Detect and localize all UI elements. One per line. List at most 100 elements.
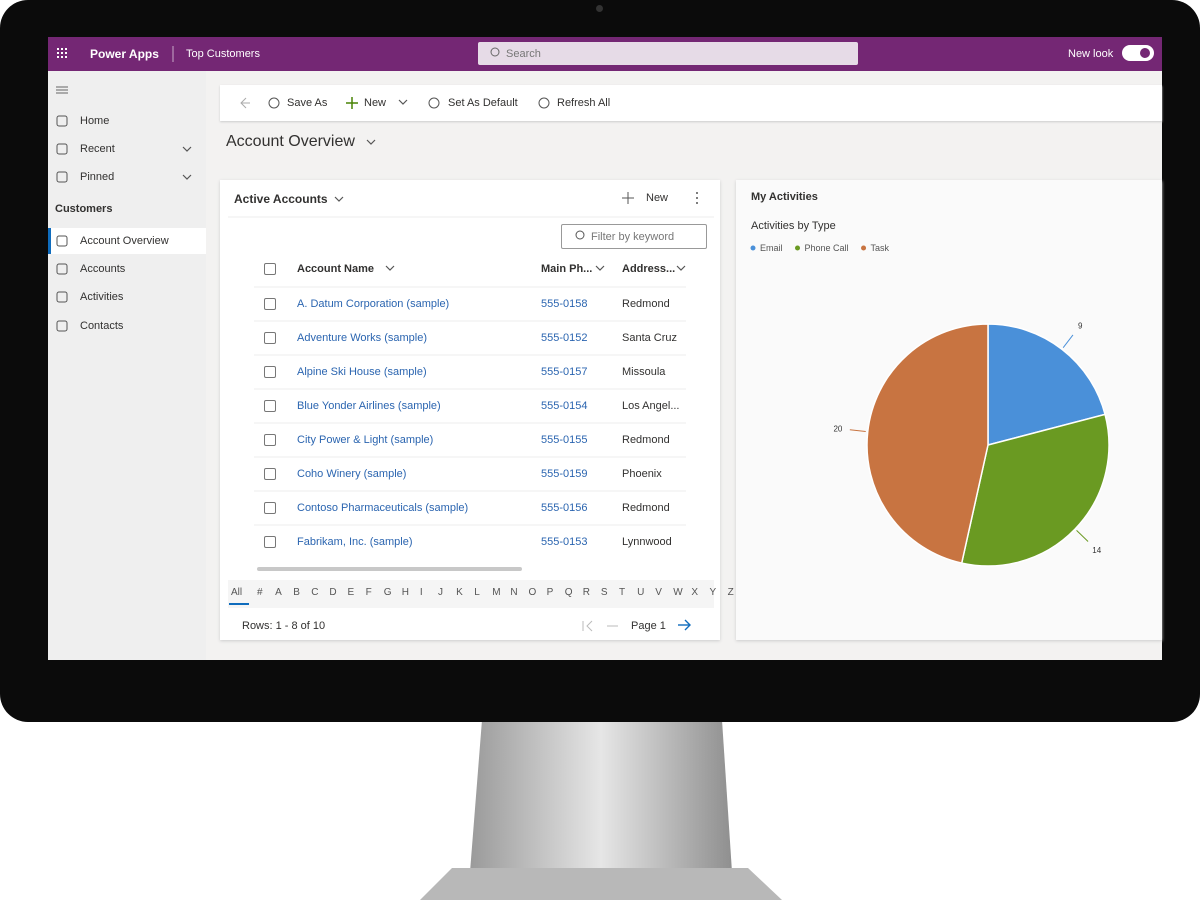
waffle-dot: [65, 48, 67, 50]
pie-slice: [866, 323, 989, 565]
nav-icon: [56, 143, 68, 155]
checkbox[interactable]: [264, 366, 276, 378]
alphabet-letter[interactable]: Y: [709, 587, 717, 598]
pager: [586, 620, 593, 632]
alphabet-letter[interactable]: M: [492, 587, 501, 598]
nav-item[interactable]: Account Overview: [80, 235, 169, 247]
nav-item[interactable]: Activities: [80, 291, 124, 303]
chevron: [398, 99, 408, 105]
alphabet-letter[interactable]: S: [600, 587, 608, 598]
alphabet-letter[interactable]: I: [419, 587, 423, 598]
toggle[interactable]: [1122, 45, 1154, 61]
alphabet-letter[interactable]: Q: [564, 587, 573, 598]
page-number: Page 1: [631, 620, 666, 632]
cell[interactable]: 555-0155: [541, 434, 588, 446]
cell[interactable]: Coho Winery (sample): [297, 468, 407, 480]
checkbox[interactable]: [264, 502, 276, 514]
alphabet-letter[interactable]: R: [582, 587, 591, 598]
alphabet-letter[interactable]: J: [438, 587, 443, 598]
cell[interactable]: Contoso Pharmaceuticals (sample): [297, 502, 469, 514]
alphabet-letter[interactable]: C: [311, 587, 319, 598]
search-icon: [490, 47, 500, 57]
alphabet-letter[interactable]: D: [329, 587, 337, 598]
column-header[interactable]: Address...: [622, 263, 676, 275]
toolbar-button[interactable]: Refresh All: [557, 97, 611, 109]
checkbox[interactable]: [264, 263, 276, 275]
camera: [596, 5, 603, 12]
nav-icon: [56, 291, 68, 303]
alphabet-letter[interactable]: #: [257, 587, 263, 598]
alphabet-letter[interactable]: B: [293, 587, 300, 598]
search-box[interactable]: [478, 42, 858, 65]
checkbox[interactable]: [264, 536, 276, 548]
column-header[interactable]: Main Ph...: [541, 263, 593, 275]
cell[interactable]: 555-0159: [541, 468, 588, 480]
checkbox[interactable]: [264, 434, 276, 446]
nav-item[interactable]: Pinned: [80, 171, 115, 183]
cell: Missoula: [622, 366, 666, 378]
alphabet-letter[interactable]: V: [655, 587, 662, 598]
cell[interactable]: Alpine Ski House (sample): [297, 366, 427, 378]
cell[interactable]: 555-0153: [541, 536, 588, 548]
alphabet-letter[interactable]: K: [456, 587, 463, 598]
alphabet-letter[interactable]: P: [546, 587, 554, 598]
alphabet-letter[interactable]: H: [401, 587, 410, 598]
alphabet-letter[interactable]: T: [619, 587, 626, 598]
column-header[interactable]: Account Name: [297, 263, 375, 275]
nav-icon: [56, 263, 68, 275]
pie-slice: [987, 323, 1106, 446]
waffle-dot: [65, 56, 67, 58]
cell[interactable]: 555-0157: [541, 366, 588, 378]
cell[interactable]: Adventure Works (sample): [297, 332, 428, 344]
cell[interactable]: 555-0156: [541, 502, 588, 514]
cell[interactable]: A. Datum Corporation (sample): [297, 298, 450, 310]
toolbar-button[interactable]: New: [364, 97, 387, 109]
new-look-label: New look: [1068, 48, 1114, 60]
nav-item[interactable]: Accounts: [80, 263, 126, 275]
checkbox[interactable]: [264, 468, 276, 480]
waffle-dot: [61, 52, 63, 54]
cell: Redmond: [622, 434, 670, 446]
checkbox[interactable]: [264, 298, 276, 310]
scrollbar[interactable]: [257, 567, 522, 571]
toolbar-button[interactable]: Save As: [287, 97, 328, 109]
pie-slice: [960, 413, 1110, 567]
alphabet-letter[interactable]: L: [474, 587, 480, 598]
cell[interactable]: 555-0152: [541, 332, 588, 344]
alphabet-letter[interactable]: E: [347, 587, 355, 598]
chevron: [182, 174, 192, 180]
alphabet-letter[interactable]: G: [383, 587, 392, 598]
alphabet-letter[interactable]: X: [691, 587, 699, 598]
cell: Redmond: [622, 502, 670, 514]
grid-new[interactable]: New: [646, 192, 669, 204]
cell[interactable]: 555-0154: [541, 400, 588, 412]
alphabet-letter[interactable]: Z: [727, 587, 734, 598]
alphabet-letter[interactable]: W: [673, 587, 683, 598]
alphabet-letter[interactable]: N: [510, 587, 518, 598]
alphabet-letter[interactable]: F: [365, 587, 372, 598]
nav-item[interactable]: Home: [80, 115, 110, 127]
nav-item[interactable]: Recent: [80, 143, 115, 155]
search-placeholder[interactable]: Search: [506, 48, 541, 60]
alphabet-letter[interactable]: All: [231, 587, 243, 598]
toolbar-icon: [268, 97, 280, 109]
cell[interactable]: Blue Yonder Airlines (sample): [297, 400, 441, 412]
cell: Redmond: [622, 298, 670, 310]
alphabet-letter[interactable]: U: [637, 587, 645, 598]
cell[interactable]: City Power & Light (sample): [297, 434, 434, 446]
checkbox[interactable]: [264, 400, 276, 412]
legend-label: Phone Call: [804, 243, 849, 253]
checkbox[interactable]: [264, 332, 276, 344]
legend-label: Email: [760, 243, 783, 253]
filter-box[interactable]: [561, 224, 707, 249]
cell: Lynnwood: [622, 536, 672, 548]
cell[interactable]: 555-0158: [541, 298, 588, 310]
alphabet-letter[interactable]: A: [275, 587, 282, 598]
alphabet-letter[interactable]: O: [528, 587, 537, 598]
cell[interactable]: Fabrikam, Inc. (sample): [297, 536, 413, 548]
nav-item[interactable]: Contacts: [80, 320, 124, 332]
toolbar-button[interactable]: Set As Default: [448, 97, 518, 109]
filter-placeholder[interactable]: Filter by keyword: [591, 231, 675, 243]
data-label: 9: [1078, 321, 1083, 330]
